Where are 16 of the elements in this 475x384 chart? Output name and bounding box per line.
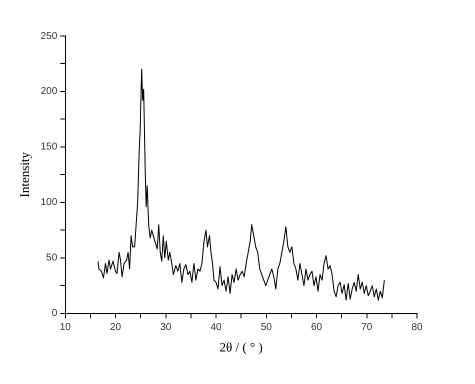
y-tick-label: 100 xyxy=(40,197,58,208)
x-tick-label: 80 xyxy=(411,322,423,334)
y-tick-label: 200 xyxy=(40,86,58,98)
y-tick-label: 50 xyxy=(46,252,58,264)
y-tick-label: 150 xyxy=(40,142,58,153)
x-tick-label: 10 xyxy=(60,322,72,334)
x-tick-label: 40 xyxy=(210,322,222,334)
x-tick-label: 50 xyxy=(260,322,272,334)
x-tick-label: 70 xyxy=(361,322,373,334)
y-axis-title: Intensity xyxy=(17,151,32,198)
y-tick-label: 0 xyxy=(52,308,58,320)
x-tick-label: 60 xyxy=(310,322,323,334)
x-tick-label: 20 xyxy=(110,322,122,334)
x-tick-label: 30 xyxy=(160,322,172,334)
x-axis-title: 2θ / ( ° ) xyxy=(220,340,263,355)
y-tick-label: 250 xyxy=(40,30,58,42)
